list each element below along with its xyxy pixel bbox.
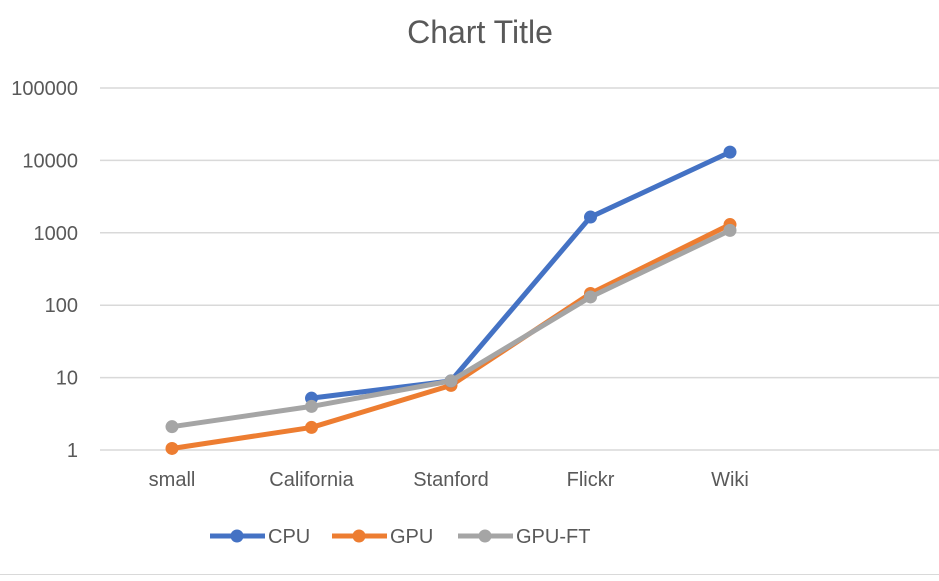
legend-swatch-marker — [230, 529, 244, 543]
x-tick-label: Wiki — [711, 469, 749, 491]
data-point — [165, 441, 179, 455]
data-point — [584, 210, 597, 224]
bottom-divider — [0, 574, 939, 575]
y-tick-label: 10 — [56, 368, 78, 390]
data-point — [305, 399, 318, 413]
y-tick-label: 100000 — [11, 78, 78, 100]
data-point — [305, 420, 318, 434]
legend-item-gpu: GPU — [332, 526, 433, 548]
y-axis-tick-labels: 1 10 100 1000 10000 100000 — [11, 78, 78, 462]
legend-item-cpu: CPU — [210, 526, 310, 548]
series-cpu — [305, 145, 737, 405]
legend-item-gpu-ft: GPU-FT — [458, 526, 590, 548]
chart-title: Chart Title — [407, 14, 553, 50]
data-point — [723, 145, 737, 159]
data-point — [444, 374, 458, 388]
y-tick-label: 1 — [67, 440, 78, 462]
y-tick-label: 10000 — [22, 150, 78, 172]
series-line — [309, 149, 733, 401]
x-tick-label: small — [149, 469, 196, 491]
y-tick-label: 1000 — [34, 223, 79, 245]
x-tick-label: California — [269, 469, 354, 491]
series-gpu — [165, 218, 737, 455]
legend-swatch-marker — [478, 529, 492, 543]
x-axis-tick-labels: small California Stanford Flickr Wiki — [149, 469, 749, 491]
legend-swatch-marker — [352, 529, 366, 543]
y-tick-label: 100 — [45, 295, 78, 317]
series-lines — [165, 145, 737, 455]
legend-label: CPU — [268, 526, 310, 548]
series-line — [169, 227, 733, 430]
data-point — [165, 420, 179, 434]
legend: CPU GPU GPU-FT — [210, 526, 590, 548]
data-point — [584, 290, 597, 304]
legend-label: GPU — [390, 526, 433, 548]
x-tick-label: Stanford — [413, 469, 489, 491]
data-point — [723, 223, 737, 237]
x-tick-label: Flickr — [567, 469, 615, 491]
legend-label: GPU-FT — [516, 526, 590, 548]
gridlines — [100, 87, 939, 451]
series-gpu-ft — [165, 223, 737, 434]
